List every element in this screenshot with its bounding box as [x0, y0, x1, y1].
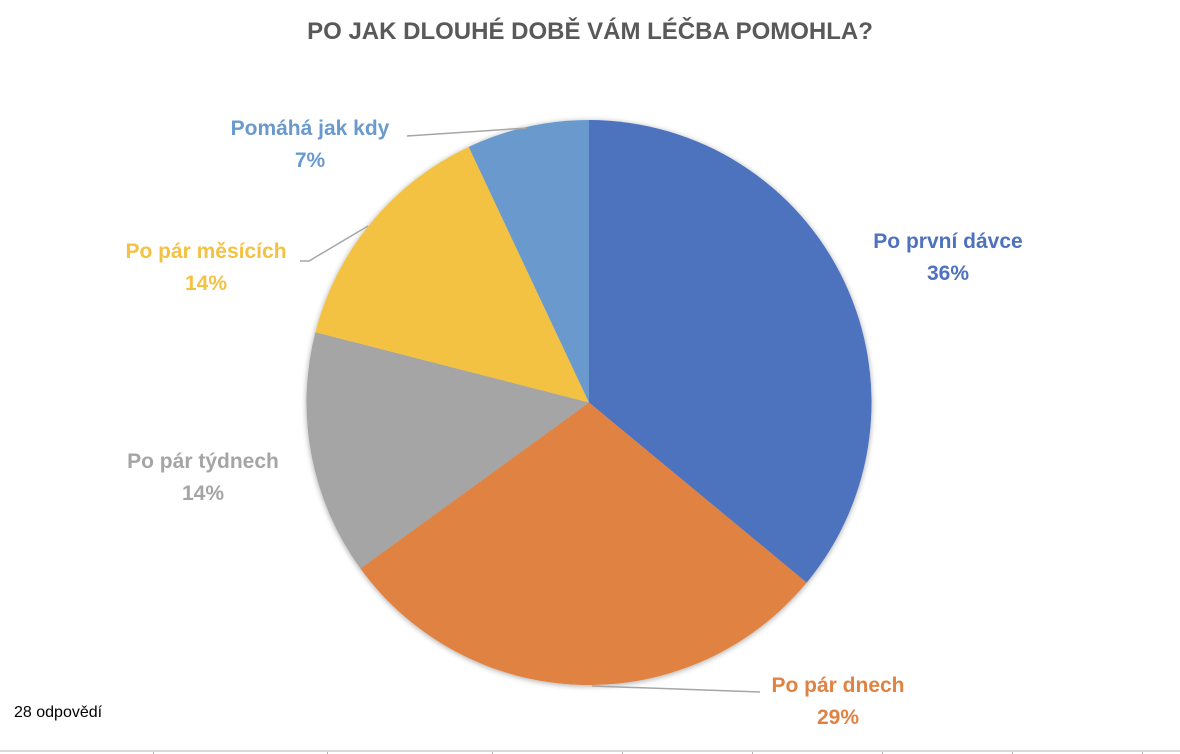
chart-title: PO JAK DLOUHÉ DOBĚ VÁM LÉČBA POMOHLA? — [307, 18, 873, 45]
label-name: Po pár dnech — [771, 674, 905, 697]
slice-po-par-mesicich — [315, 146, 589, 403]
slice-pomaha-jak-kdy — [468, 120, 589, 403]
leader-lines — [300, 127, 761, 693]
label-value: 14% — [184, 272, 228, 295]
leader-line-mesicich — [300, 225, 369, 262]
slice-po-par-tydnech — [306, 332, 589, 569]
cell-divider — [1012, 752, 1013, 754]
cell-divider — [752, 752, 753, 754]
label-po-par-tydnech: Po pár týdnech 14% — [103, 446, 303, 510]
leader-line-pomaha — [406, 127, 528, 137]
label-value: 7% — [294, 149, 326, 172]
label-value: 36% — [926, 262, 970, 285]
leader-line-dnech — [591, 685, 761, 693]
label-value: 14% — [181, 482, 225, 505]
label-name: Po pár týdnech — [127, 450, 279, 473]
label-po-prvni-davce: Po první dávce 36% — [848, 226, 1048, 290]
label-name: Po první dávce — [873, 230, 1023, 253]
response-count: 28 odpovědí — [14, 704, 103, 721]
label-pomaha-jak-kdy: Pomáhá jak kdy 7% — [210, 113, 410, 177]
cell-divider — [492, 752, 493, 754]
pie-slices — [306, 120, 872, 685]
cell-divider — [622, 752, 623, 754]
slice-po-par-dnech — [360, 402, 807, 685]
label-po-par-dnech: Po pár dnech 29% — [738, 670, 938, 734]
label-value: 29% — [816, 706, 860, 729]
cell-divider — [882, 752, 883, 754]
label-name: Po pár měsících — [125, 240, 287, 263]
sheet-gridline — [0, 750, 1180, 752]
cell-divider — [1142, 752, 1143, 754]
label-name: Pomáhá jak kdy — [230, 117, 390, 140]
slice-po-prvni-davce — [589, 120, 872, 583]
label-po-par-mesicich: Po pár měsících 14% — [96, 236, 316, 300]
cell-divider — [153, 752, 154, 754]
cell-divider — [327, 752, 328, 754]
